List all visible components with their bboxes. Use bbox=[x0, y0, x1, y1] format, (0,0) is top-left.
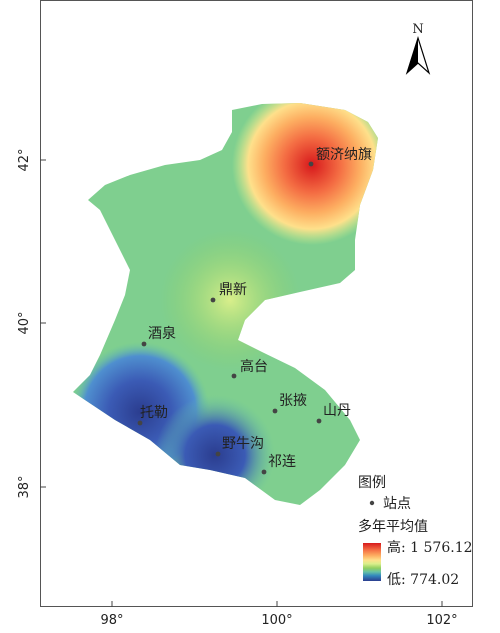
legend-color-ramp bbox=[363, 543, 381, 581]
map-frame bbox=[40, 0, 473, 607]
station-dot bbox=[141, 341, 147, 347]
x-tick-98: 98° bbox=[100, 613, 123, 628]
station-label: 托勒 bbox=[140, 405, 168, 421]
y-tick-38: 38° bbox=[17, 475, 32, 498]
legend-low-label: 低: 774.02 bbox=[387, 572, 459, 588]
station-dot bbox=[261, 469, 267, 475]
legend-ramp-title: 多年平均值 bbox=[358, 518, 428, 535]
y-tick-42: 42° bbox=[17, 148, 32, 171]
x-axis: 98° 100° 102° bbox=[100, 601, 458, 628]
station-label: 高台 bbox=[240, 358, 268, 375]
station-label: 山丹 bbox=[323, 403, 351, 419]
x-tick-102: 102° bbox=[426, 613, 457, 628]
north-label: N bbox=[412, 22, 423, 37]
legend: 图例 站点 多年平均值 高: 1 576.12 低: 774.02 bbox=[358, 475, 473, 588]
legend-station-dot bbox=[369, 500, 375, 506]
station-label: 酒泉 bbox=[148, 325, 176, 342]
station-label: 祁连 bbox=[268, 454, 296, 470]
station-label: 额济纳旗 bbox=[316, 147, 372, 163]
y-tick-40: 40° bbox=[17, 311, 32, 334]
station-dot bbox=[137, 420, 143, 426]
legend-high-label: 高: 1 576.12 bbox=[387, 539, 473, 556]
x-tick-100: 100° bbox=[261, 613, 292, 628]
station-dot bbox=[210, 297, 216, 303]
station-dot bbox=[215, 451, 221, 457]
north-arrow: N bbox=[405, 22, 431, 75]
station-label: 鼎新 bbox=[219, 282, 247, 298]
legend-station-label: 站点 bbox=[383, 496, 411, 512]
station-dot bbox=[308, 161, 314, 167]
station-dot bbox=[231, 373, 237, 379]
station-label: 野牛沟 bbox=[222, 436, 264, 452]
station-label: 张掖 bbox=[279, 393, 307, 409]
y-axis: 42° 40° 38° bbox=[17, 148, 46, 499]
station-dot bbox=[316, 418, 322, 424]
legend-title: 图例 bbox=[358, 475, 386, 491]
station-dot bbox=[272, 408, 278, 414]
